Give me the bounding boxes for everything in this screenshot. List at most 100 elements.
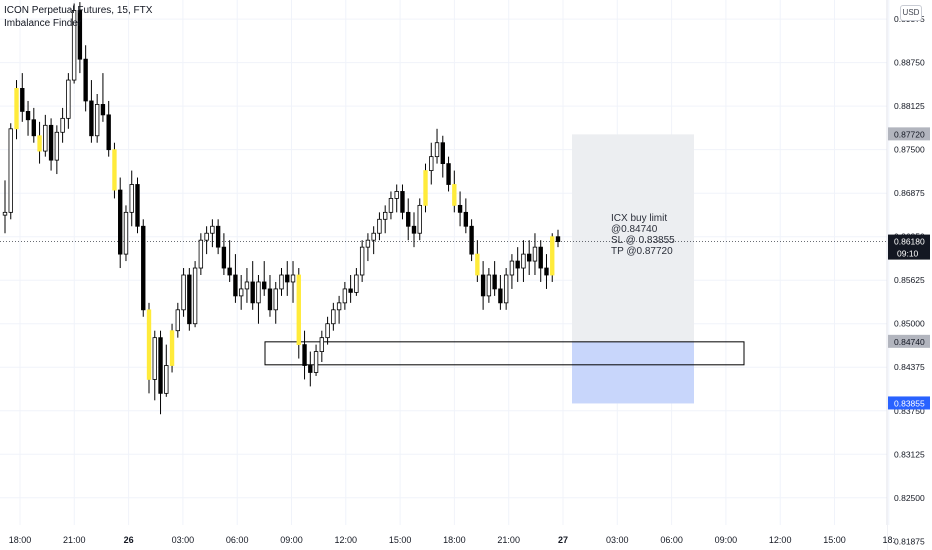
candle-body xyxy=(365,239,371,248)
candle-body xyxy=(406,211,411,227)
price-tick-label: 0.88750 xyxy=(894,58,925,68)
time-axis[interactable]: 18:00 21:00 26 03:00 06:00 09:00 12:00 15:00 18:… xyxy=(9,535,895,545)
candle-body xyxy=(440,142,445,165)
candle-body xyxy=(319,337,325,352)
candle-body xyxy=(215,225,221,248)
candle-body xyxy=(31,119,36,137)
candle-body xyxy=(446,163,451,185)
candle-body xyxy=(129,184,134,213)
candle-body xyxy=(256,281,261,304)
price-tick-label: 0.87500 xyxy=(894,145,925,155)
candle-body xyxy=(400,191,405,213)
candle-body xyxy=(169,330,175,366)
candle-body xyxy=(123,211,129,255)
countdown-label: 09:10 xyxy=(897,249,919,259)
candle-body xyxy=(267,288,273,311)
candle-body xyxy=(2,211,8,216)
candle-body xyxy=(388,198,394,213)
time-tick-label: 09:00 xyxy=(715,535,738,545)
candle-body xyxy=(377,218,382,234)
candle-body xyxy=(181,274,186,311)
trade-annotation[interactable]: ICX buy limit @0.84740 SL @ 0.83855 TP @… xyxy=(611,213,675,257)
currency-button[interactable]: USD xyxy=(900,5,922,21)
stop-loss-label-bg xyxy=(888,396,930,410)
candle-body xyxy=(198,239,204,269)
candle-body xyxy=(233,274,238,297)
candle-body xyxy=(469,225,474,255)
target-zone[interactable] xyxy=(572,134,694,342)
candle-body xyxy=(250,281,255,304)
candle-body xyxy=(544,267,549,276)
candle-body xyxy=(8,128,13,213)
price-tick-label: 0.84375 xyxy=(894,362,925,372)
time-tick-label: 26 xyxy=(124,535,134,545)
candle-body xyxy=(285,274,290,283)
candle-body xyxy=(509,260,515,276)
time-tick-label: 27 xyxy=(558,535,568,545)
candle-body xyxy=(94,104,100,137)
candle-body xyxy=(14,88,19,130)
annotation-line-1: ICX buy limit xyxy=(611,213,668,224)
entry-label-bg xyxy=(888,334,930,348)
time-tick-label: 12:00 xyxy=(335,535,358,545)
time-tick-label: 06:00 xyxy=(660,535,683,545)
position-zones xyxy=(264,134,745,404)
candle-body xyxy=(429,156,434,171)
candle-body xyxy=(383,211,388,220)
candle-body xyxy=(411,225,417,234)
candle-body xyxy=(452,184,457,206)
price-tick-label: 0.85000 xyxy=(894,319,925,329)
candle-body xyxy=(515,260,520,269)
candle-body xyxy=(210,225,215,234)
time-tick-label: 15:00 xyxy=(823,535,846,545)
candle-body xyxy=(550,236,555,276)
candle-body xyxy=(158,337,163,394)
candlestick-series xyxy=(2,2,561,415)
candle-body xyxy=(532,246,538,262)
time-tick-label: 18: xyxy=(883,535,896,545)
stop-zone[interactable] xyxy=(572,341,694,404)
time-tick-label: 15:00 xyxy=(389,535,412,545)
candle-body xyxy=(273,288,278,311)
candle-body xyxy=(164,365,169,394)
candle-body xyxy=(555,236,561,242)
price-axis[interactable]: 0.893750.887500.881250.875000.868750.862… xyxy=(894,14,925,546)
indicator-name[interactable]: Imbalance Finder xyxy=(4,18,82,29)
price-tick-label: 0.86875 xyxy=(894,188,925,198)
candle-body xyxy=(244,281,250,290)
candle-body xyxy=(492,274,497,290)
candle-body xyxy=(100,104,106,116)
candle-body xyxy=(279,274,284,290)
candle-body xyxy=(204,232,209,241)
price-tick-label: 0.81875 xyxy=(894,536,925,546)
candle-body xyxy=(192,267,198,325)
candle-body xyxy=(423,170,428,206)
candle-body xyxy=(83,58,88,102)
candle-body xyxy=(71,10,77,81)
time-axis-background xyxy=(0,525,887,550)
candle-body xyxy=(417,204,422,234)
candle-body xyxy=(221,246,227,269)
candle-body xyxy=(60,117,65,133)
candle-body xyxy=(54,131,60,161)
take-profit-label-bg xyxy=(888,127,930,141)
annotation-line-4: TP @0.87720 xyxy=(611,246,673,257)
candle-body xyxy=(302,344,307,366)
candle-body xyxy=(152,337,157,380)
candle-body xyxy=(394,191,399,199)
candle-body xyxy=(480,274,486,297)
candle-body xyxy=(118,189,123,255)
time-tick-label: 18:00 xyxy=(9,535,32,545)
candle-body xyxy=(106,114,111,151)
candle-body xyxy=(313,351,319,373)
time-tick-label: 18:00 xyxy=(443,535,466,545)
candle-body xyxy=(25,110,31,121)
candle-body xyxy=(48,124,54,161)
imbalance-box[interactable] xyxy=(264,341,745,366)
symbol-title[interactable]: ICON Perpetual Futures, 15, FTX xyxy=(4,5,153,16)
time-tick-label: 21:00 xyxy=(63,535,86,545)
candle-body xyxy=(371,232,376,241)
candle-body xyxy=(336,302,342,311)
